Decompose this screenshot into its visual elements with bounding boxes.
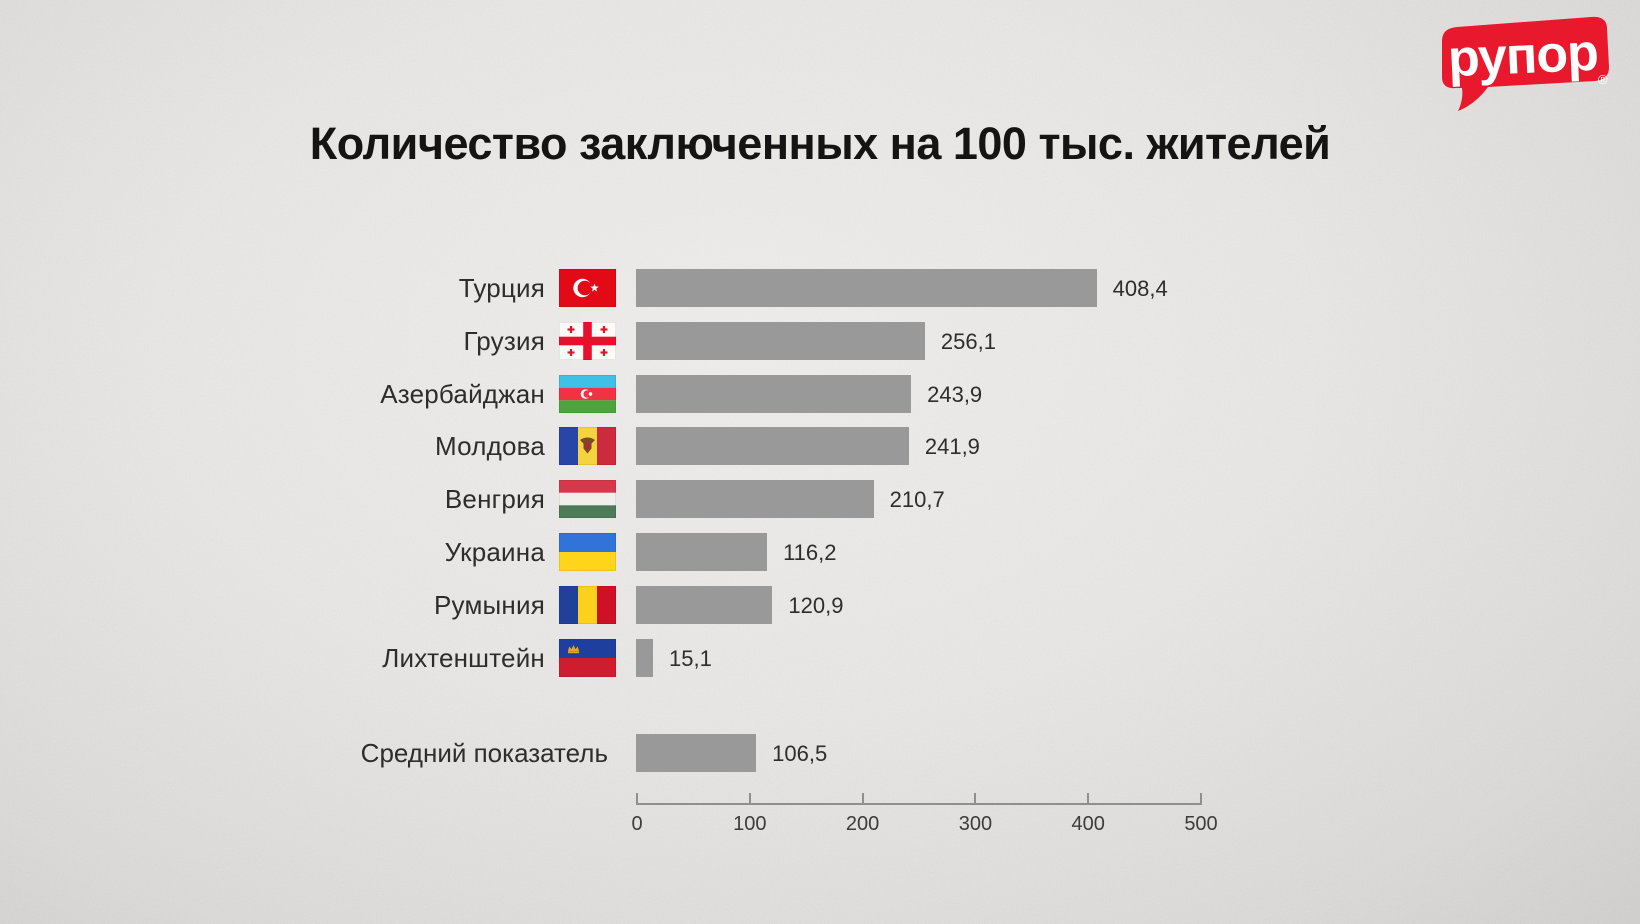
chart-row-turkey: Турция 408,4 <box>0 269 1640 307</box>
x-axis-tick-label: 500 <box>1184 813 1218 835</box>
bar <box>636 427 909 466</box>
country-label: Украина <box>444 537 545 567</box>
x-axis-tick <box>861 793 864 803</box>
x-axis-tick-label: 300 <box>958 813 993 835</box>
liechtenstein-flag-icon <box>559 638 616 677</box>
x-axis-line <box>636 803 1202 805</box>
x-axis-tick-label: 100 <box>733 813 767 835</box>
ukraine-flag-icon <box>559 533 616 571</box>
x-axis-tick <box>1087 793 1090 803</box>
x-axis-tick <box>974 793 977 803</box>
chart-row-ukraine: Украина 116,2 <box>0 533 1640 571</box>
rupor-logo-text: рупор <box>1447 24 1599 88</box>
bar <box>636 734 757 772</box>
chart-row-azerbaijan: Азербайджан 243,9 <box>0 374 1640 413</box>
value-label: 15,1 <box>669 645 712 671</box>
azerbaijan-flag-icon <box>559 374 616 413</box>
registered-trademark-icon: ® <box>1598 72 1608 87</box>
chart-row-average: Средний показатель 106,5 <box>0 734 1640 772</box>
bar <box>636 585 773 624</box>
x-axis-tick <box>1200 793 1202 803</box>
value-label: 210,7 <box>889 487 945 513</box>
romania-flag-icon <box>559 585 616 624</box>
x-axis-tick-label: 0 <box>631 813 643 835</box>
bar <box>636 374 912 413</box>
value-label: 256,1 <box>940 328 996 354</box>
bar <box>636 269 1097 307</box>
value-label: 241,9 <box>924 434 980 460</box>
average-label: Средний показатель <box>360 738 608 768</box>
country-label: Турция <box>458 273 545 303</box>
turkey-flag-icon <box>559 269 616 307</box>
country-label: Венгрия <box>444 484 545 515</box>
rupor-logo-icon: рупор ® <box>1442 16 1609 111</box>
hungary-flag-icon <box>559 480 616 519</box>
georgia-flag-icon <box>559 321 616 360</box>
rupor-logo: рупор ® <box>1428 14 1612 114</box>
x-axis-tick-label: 200 <box>845 813 880 835</box>
bar <box>636 638 654 677</box>
country-label: Грузия <box>463 325 545 356</box>
country-label: Азербайджан <box>380 378 545 409</box>
value-label: 243,9 <box>927 381 983 407</box>
chart-row-moldova: Молдова 241,9 <box>0 427 1640 466</box>
chart-row-georgia: Грузия 256,1 <box>0 321 1640 360</box>
value-label: 116,2 <box>783 540 837 565</box>
country-label: Лихтенштейн <box>382 642 545 673</box>
country-label: Молдова <box>434 431 545 462</box>
chart-row-hungary: Венгрия 210,7 <box>0 480 1640 519</box>
bar <box>636 533 768 571</box>
x-axis-tick <box>636 793 638 803</box>
bar <box>636 321 925 360</box>
chart-row-liechtenstein: Лихтенштейн 15,1 <box>0 638 1640 677</box>
moldova-flag-icon <box>559 427 616 466</box>
value-label: 408,4 <box>1112 276 1168 301</box>
chart-title: Количество заключенных на 100 тыс. жител… <box>309 118 1331 169</box>
value-label: 106,5 <box>772 741 828 766</box>
bar <box>636 480 874 519</box>
chart-row-romania: Румыния 120,9 <box>0 585 1640 624</box>
x-axis-tick-label: 400 <box>1071 813 1105 835</box>
country-label: Румыния <box>434 589 545 620</box>
value-label: 120,9 <box>788 592 844 618</box>
x-axis-tick <box>748 793 751 803</box>
